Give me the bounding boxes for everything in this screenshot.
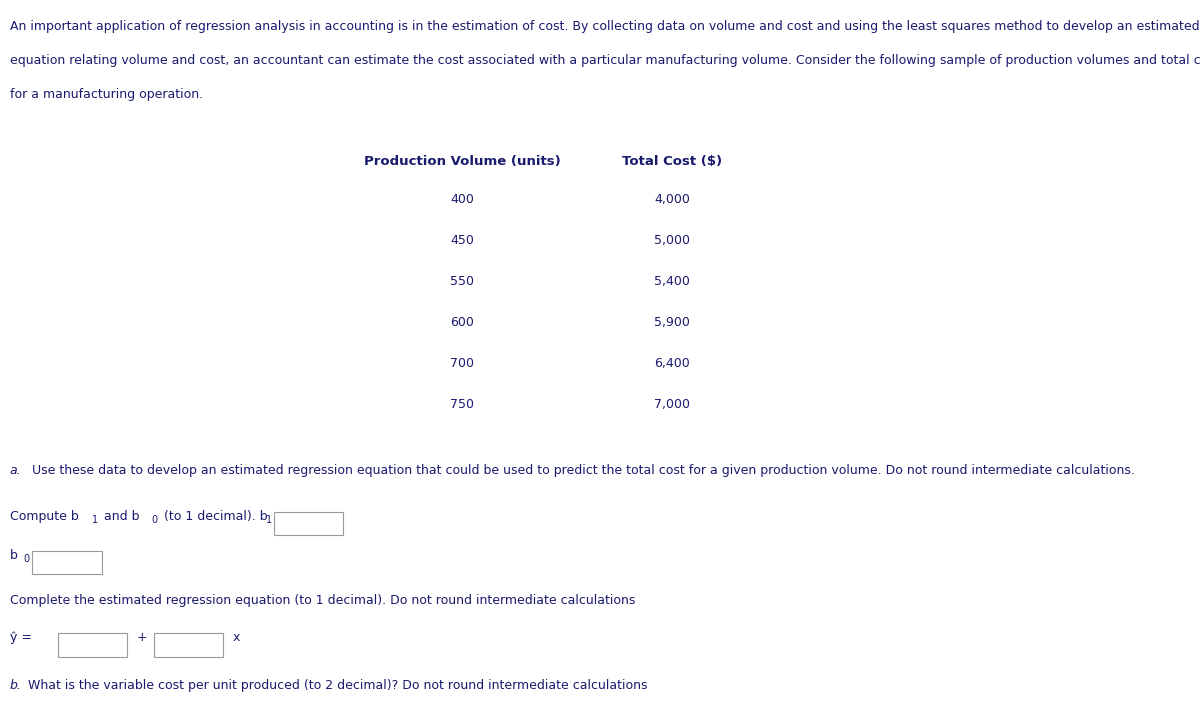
Text: 6,400: 6,400 xyxy=(654,357,690,370)
Text: 5,000: 5,000 xyxy=(654,234,690,247)
Text: and b: and b xyxy=(100,510,139,522)
Text: equation relating volume and cost, an accountant can estimate the cost associate: equation relating volume and cost, an ac… xyxy=(10,54,1200,66)
FancyBboxPatch shape xyxy=(274,512,343,535)
Text: 5,900: 5,900 xyxy=(654,316,690,329)
Text: 4,000: 4,000 xyxy=(654,193,690,206)
Text: x: x xyxy=(233,631,240,644)
Text: 1: 1 xyxy=(266,515,272,525)
Text: ŷ =: ŷ = xyxy=(10,631,31,644)
Text: b: b xyxy=(10,549,18,561)
Text: for a manufacturing operation.: for a manufacturing operation. xyxy=(10,88,203,100)
Text: (to 1 decimal). b: (to 1 decimal). b xyxy=(161,510,268,522)
Text: 600: 600 xyxy=(450,316,474,329)
Text: 450: 450 xyxy=(450,234,474,247)
Text: An important application of regression analysis in accounting is in the estimati: An important application of regression a… xyxy=(10,20,1200,32)
Text: b.: b. xyxy=(10,679,22,692)
Text: 1: 1 xyxy=(92,515,98,525)
Text: +: + xyxy=(137,631,148,644)
Text: Total Cost ($): Total Cost ($) xyxy=(622,155,722,167)
Text: What is the variable cost per unit produced (to 2 decimal)? Do not round interme: What is the variable cost per unit produ… xyxy=(24,679,648,692)
FancyBboxPatch shape xyxy=(58,633,127,657)
Text: Complete the estimated regression equation (to 1 decimal). Do not round intermed: Complete the estimated regression equati… xyxy=(10,594,635,607)
Text: 5,400: 5,400 xyxy=(654,275,690,288)
Text: 700: 700 xyxy=(450,357,474,370)
Text: 0: 0 xyxy=(24,554,30,564)
FancyBboxPatch shape xyxy=(154,633,223,657)
Text: Production Volume (units): Production Volume (units) xyxy=(364,155,560,167)
Text: Compute b: Compute b xyxy=(10,510,78,522)
Text: a.: a. xyxy=(10,464,22,477)
FancyBboxPatch shape xyxy=(32,551,102,574)
Text: 7,000: 7,000 xyxy=(654,398,690,411)
Text: 750: 750 xyxy=(450,398,474,411)
Text: 550: 550 xyxy=(450,275,474,288)
Text: 400: 400 xyxy=(450,193,474,206)
Text: 0: 0 xyxy=(152,515,158,525)
Text: Use these data to develop an estimated regression equation that could be used to: Use these data to develop an estimated r… xyxy=(28,464,1134,477)
